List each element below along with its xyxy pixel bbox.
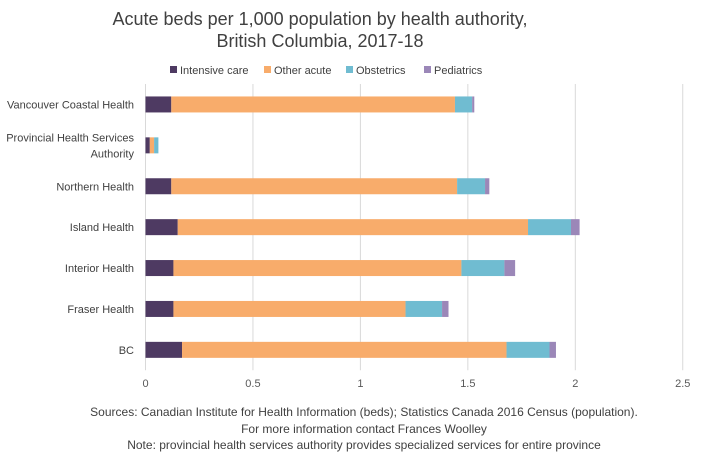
- bar-intensive-care: [145, 178, 172, 195]
- bar-intensive-care: [145, 341, 183, 358]
- category-label: Northern Health: [56, 181, 134, 193]
- bar-other-acute: [182, 341, 507, 358]
- bar-other-acute: [171, 96, 455, 113]
- bar-obstetrics: [154, 137, 159, 154]
- category-label: BC: [119, 345, 134, 357]
- bar-pediatrics: [472, 96, 475, 113]
- bar-obstetrics: [405, 300, 443, 317]
- bar-pediatrics: [504, 260, 516, 277]
- x-tick-label: 1: [357, 378, 363, 390]
- x-tick-label: 0.5: [245, 378, 260, 390]
- legend-label: Intensive care: [180, 65, 248, 77]
- category-label: Fraser Health: [67, 304, 134, 316]
- bar-other-acute: [149, 137, 155, 154]
- x-tick-label: 2.5: [675, 378, 690, 390]
- chart-title-line-1: Acute beds per 1,000 population by healt…: [112, 9, 528, 29]
- legend-swatch: [346, 66, 353, 73]
- psa-note: Note: provincial health services authori…: [127, 438, 601, 452]
- bar-obstetrics: [461, 260, 505, 277]
- bar-obstetrics: [454, 96, 473, 113]
- chart-title-line-2: British Columbia, 2017-18: [216, 31, 424, 51]
- legend-label: Obstetrics: [356, 65, 406, 77]
- bar-intensive-care: [145, 96, 172, 113]
- legend-swatch: [264, 66, 271, 73]
- bar-other-acute: [171, 178, 458, 195]
- legend-swatch: [170, 66, 177, 73]
- bar-other-acute: [177, 219, 529, 236]
- bar-other-acute: [173, 260, 462, 277]
- plot-area: 0 0.5 1 1.5 2 2.5 Vancouver Coastal Health Prov…: [6, 65, 690, 390]
- bar-pediatrics: [549, 341, 556, 358]
- bar-pediatrics: [485, 178, 490, 195]
- bar-obstetrics: [528, 219, 572, 236]
- bar-intensive-care: [145, 300, 174, 317]
- bar-obstetrics: [457, 178, 486, 195]
- bar-pediatrics: [442, 300, 449, 317]
- category-label: Island Health: [70, 222, 134, 234]
- legend-swatch: [424, 66, 431, 73]
- bar-other-acute: [173, 300, 406, 317]
- bar-intensive-care: [145, 260, 174, 277]
- x-tick-label: 2: [572, 378, 578, 390]
- category-label: Interior Health: [65, 263, 134, 275]
- x-tick-label: 0: [142, 378, 148, 390]
- source-note: Sources: Canadian Institute for Health I…: [90, 405, 638, 419]
- category-label: Vancouver Coastal Health: [7, 99, 134, 111]
- category-label: Authority: [91, 148, 135, 160]
- category-label: Provincial Health Services: [6, 132, 134, 144]
- bar-intensive-care: [145, 137, 150, 154]
- bar-intensive-care: [145, 219, 178, 236]
- x-tick-label: 1.5: [460, 378, 475, 390]
- contact-note: For more information contact Frances Woo…: [241, 422, 487, 436]
- legend-label: Other acute: [274, 65, 331, 77]
- legend-label: Pediatrics: [434, 65, 483, 77]
- bar-obstetrics: [506, 341, 550, 358]
- bar-pediatrics: [571, 219, 580, 236]
